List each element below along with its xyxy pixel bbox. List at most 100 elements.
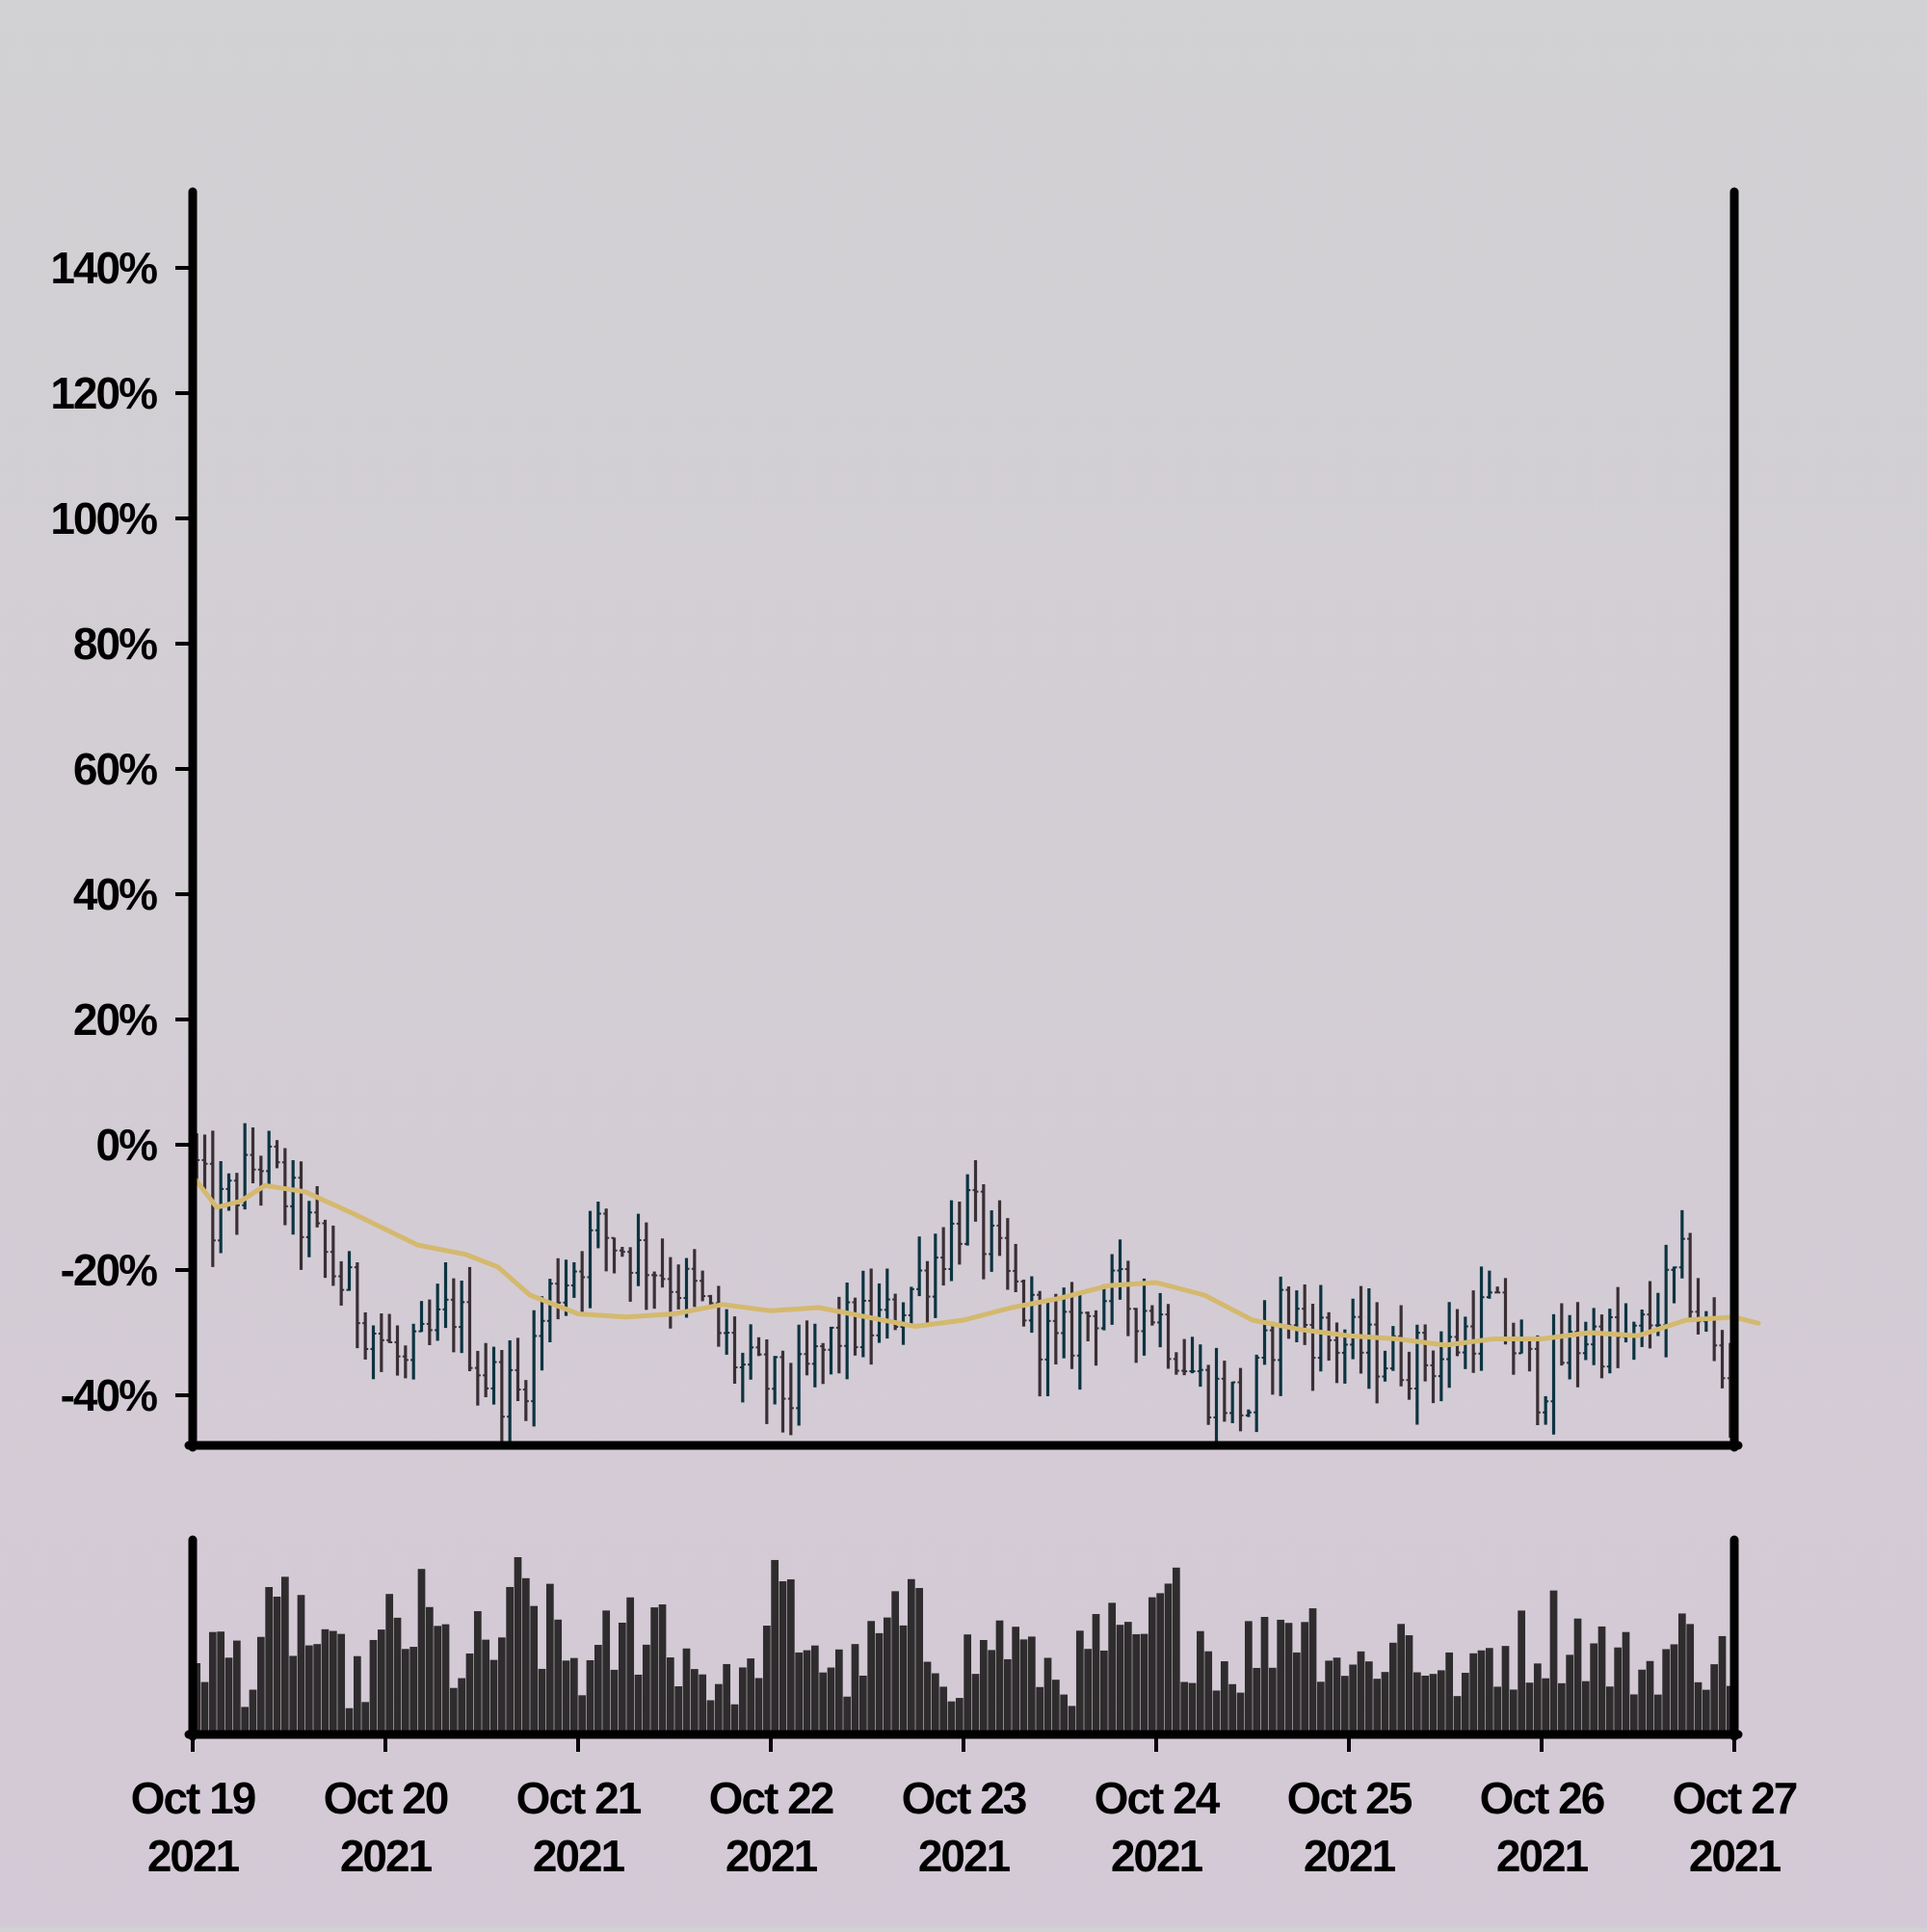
y-tick-label: -40% (61, 1370, 157, 1420)
volume-bar (602, 1610, 611, 1734)
volume-bar (658, 1604, 667, 1734)
volume-bar (562, 1660, 570, 1734)
volume-bar (401, 1649, 409, 1734)
volume-bar (1686, 1624, 1695, 1734)
volume-bar (232, 1640, 241, 1734)
volume-bar (1670, 1644, 1678, 1734)
price-pane: -40% -20% 0% 20% 40% 60% 80% 100% 120% 140% (50, 187, 1761, 1452)
volume-bar (208, 1631, 217, 1734)
volume-bar (1381, 1672, 1389, 1734)
volume-bar (923, 1661, 932, 1734)
volume-bar (1405, 1635, 1413, 1734)
volume-bar (690, 1669, 699, 1734)
volume-bar (674, 1686, 683, 1734)
x-tick-label-year: 2021 (1496, 1831, 1589, 1881)
volume-bar (1051, 1680, 1060, 1734)
volume-bar (1316, 1681, 1325, 1734)
volume-bar (1308, 1608, 1317, 1734)
x-tick-label-date: Oct 21 (516, 1773, 642, 1823)
x-tick-label-year: 2021 (726, 1831, 818, 1881)
volume-bar (538, 1668, 546, 1734)
volume-bar (1068, 1706, 1076, 1734)
volume-bar (289, 1655, 298, 1734)
x-tick-label-year: 2021 (147, 1831, 240, 1881)
volume-bar (1116, 1625, 1124, 1734)
volume-bar (369, 1639, 378, 1734)
volume-bar (1525, 1682, 1534, 1734)
volume-bar (947, 1701, 956, 1734)
volume-bar (738, 1667, 747, 1734)
volume-bar (313, 1644, 322, 1734)
volume-bar (1277, 1619, 1285, 1734)
volume-bar (482, 1639, 490, 1734)
volume-bar (361, 1702, 370, 1734)
volume-bar (1180, 1681, 1189, 1734)
volume-bar (594, 1645, 602, 1734)
volume-bar (699, 1674, 707, 1734)
x-tick-label-year: 2021 (918, 1831, 1011, 1881)
volume-bar (265, 1587, 274, 1734)
volume-bar (979, 1639, 988, 1734)
volume-bar (417, 1569, 426, 1734)
volume-bar (1445, 1652, 1454, 1734)
volume-bar (514, 1557, 522, 1734)
x-tick-label-year: 2021 (1304, 1831, 1396, 1881)
volume-bar (1084, 1649, 1093, 1734)
volume-bar (1325, 1660, 1333, 1734)
volume-bar (1099, 1650, 1108, 1734)
volume-bar (377, 1629, 385, 1734)
volume-bar (249, 1689, 257, 1734)
x-tick-label-date: Oct 27 (1673, 1773, 1797, 1823)
volume-bar (1212, 1690, 1221, 1734)
volume-bar (200, 1681, 209, 1734)
volume-bar (1188, 1682, 1197, 1734)
y-axis: -40% -20% 0% 20% 40% 60% 80% 100% 120% 140% (50, 243, 193, 1420)
volume-bar (1605, 1686, 1614, 1734)
volume-bar (506, 1586, 515, 1734)
volume-bar (337, 1633, 346, 1734)
volume-bar (931, 1673, 939, 1734)
volume-bar (1646, 1660, 1654, 1734)
volume-bar (256, 1636, 265, 1734)
volume-bar (353, 1655, 361, 1734)
volume-bar (1557, 1682, 1566, 1734)
volume-bar (1469, 1653, 1478, 1734)
volume-bar (458, 1678, 466, 1734)
volume-bar (714, 1683, 723, 1734)
x-tick-label-date: Oct 23 (902, 1773, 1026, 1823)
volume-bar (1702, 1689, 1710, 1734)
volume-bar (1236, 1692, 1245, 1734)
volume-bar (955, 1698, 964, 1734)
volume-bar (1060, 1694, 1069, 1734)
volume-bar (441, 1624, 450, 1734)
y-tick-label: 140% (50, 243, 157, 293)
volume-bar (1164, 1583, 1173, 1734)
x-tick-label-year: 2021 (533, 1831, 625, 1881)
x-tick-label-year: 2021 (1689, 1831, 1782, 1881)
y-tick-label: -20% (61, 1245, 157, 1295)
volume-bar (1542, 1678, 1550, 1734)
volume-bar (1244, 1621, 1253, 1734)
volume-bar (554, 1619, 563, 1734)
volume-bar (851, 1644, 859, 1734)
volume-bar (1204, 1651, 1213, 1734)
volume-bar (434, 1626, 442, 1734)
volume-bar (907, 1578, 915, 1734)
volume-bar (1340, 1676, 1349, 1734)
x-tick-label-year: 2021 (340, 1831, 433, 1881)
volume-bar (939, 1686, 948, 1734)
volume-bar (618, 1622, 626, 1734)
volume-bar (1622, 1631, 1630, 1734)
volume-bar (1156, 1593, 1165, 1734)
volume-bar (1453, 1696, 1462, 1734)
volume-bar (1694, 1681, 1703, 1734)
volume-bar (1333, 1657, 1341, 1734)
volume-bar (1140, 1633, 1148, 1734)
volume-bar (586, 1659, 594, 1734)
volume-bar (995, 1620, 1004, 1734)
volume-bar (409, 1647, 418, 1734)
volume-bar (1196, 1630, 1204, 1734)
volume-bar (762, 1626, 771, 1734)
volume-bar (465, 1653, 474, 1734)
